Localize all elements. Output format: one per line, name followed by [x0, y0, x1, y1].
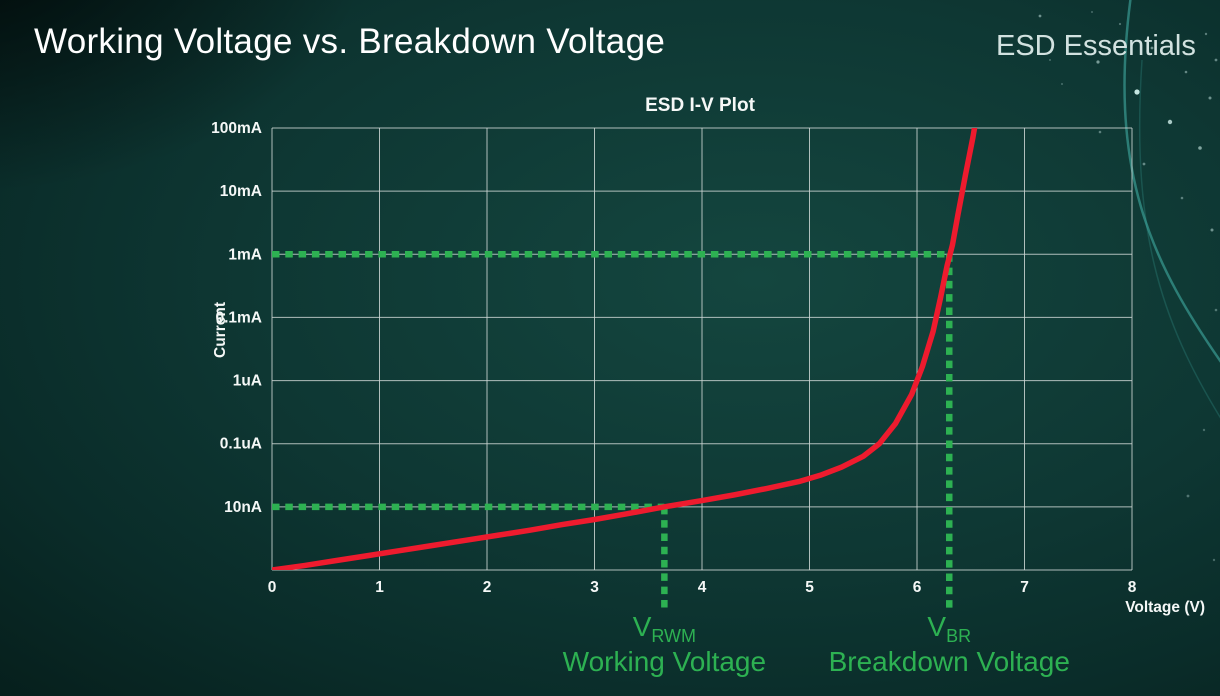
- y-tick-label: 10mA: [220, 183, 262, 200]
- y-tick-label: 0.1mA: [215, 309, 262, 326]
- x-tick-label: 8: [1128, 579, 1137, 596]
- iv-curve: [272, 128, 978, 570]
- chart-title: ESD I-V Plot: [645, 95, 755, 116]
- slide-title: Working Voltage vs. Breakdown Voltage: [34, 22, 666, 61]
- x-axis-label: Voltage (V): [1125, 599, 1205, 616]
- x-tick-label: 0: [268, 579, 277, 596]
- y-tick-label: 100mA: [211, 120, 262, 137]
- x-tick-label: 7: [1020, 579, 1029, 596]
- y-tick-label: 1mA: [228, 246, 262, 263]
- swoosh-line-faint: [1138, 59, 1220, 419]
- x-tick-label: 6: [913, 579, 922, 596]
- marker-caption-breakdown-voltage: Breakdown Voltage: [828, 646, 1070, 677]
- marker-symbol-sub: BR: [946, 626, 972, 646]
- x-tick-label: 2: [483, 579, 492, 596]
- x-tick-label: 3: [590, 579, 599, 596]
- x-tick-label: 1: [375, 579, 384, 596]
- particle-dots: [1038, 11, 1218, 562]
- y-tick-label: 1uA: [233, 373, 262, 390]
- marker-symbol-main: V: [632, 611, 652, 642]
- marker-symbol-sub: RWM: [651, 626, 697, 646]
- swoosh-line: [1123, 0, 1220, 363]
- y-tick-label: 10nA: [224, 499, 262, 516]
- y-axis-label: Current: [212, 302, 229, 358]
- marker-symbol-vbr: VBR: [927, 611, 971, 647]
- marker-symbol-main: V: [927, 611, 947, 642]
- marker-caption-working-voltage: Working Voltage: [562, 646, 767, 677]
- x-tick-label: 4: [698, 579, 707, 596]
- y-tick-label: 0.1uA: [220, 436, 262, 453]
- marker-symbol-vrwm: VRWM: [633, 611, 696, 647]
- brand-text: ESD Essentials: [996, 30, 1196, 62]
- x-tick-label: 5: [805, 579, 814, 596]
